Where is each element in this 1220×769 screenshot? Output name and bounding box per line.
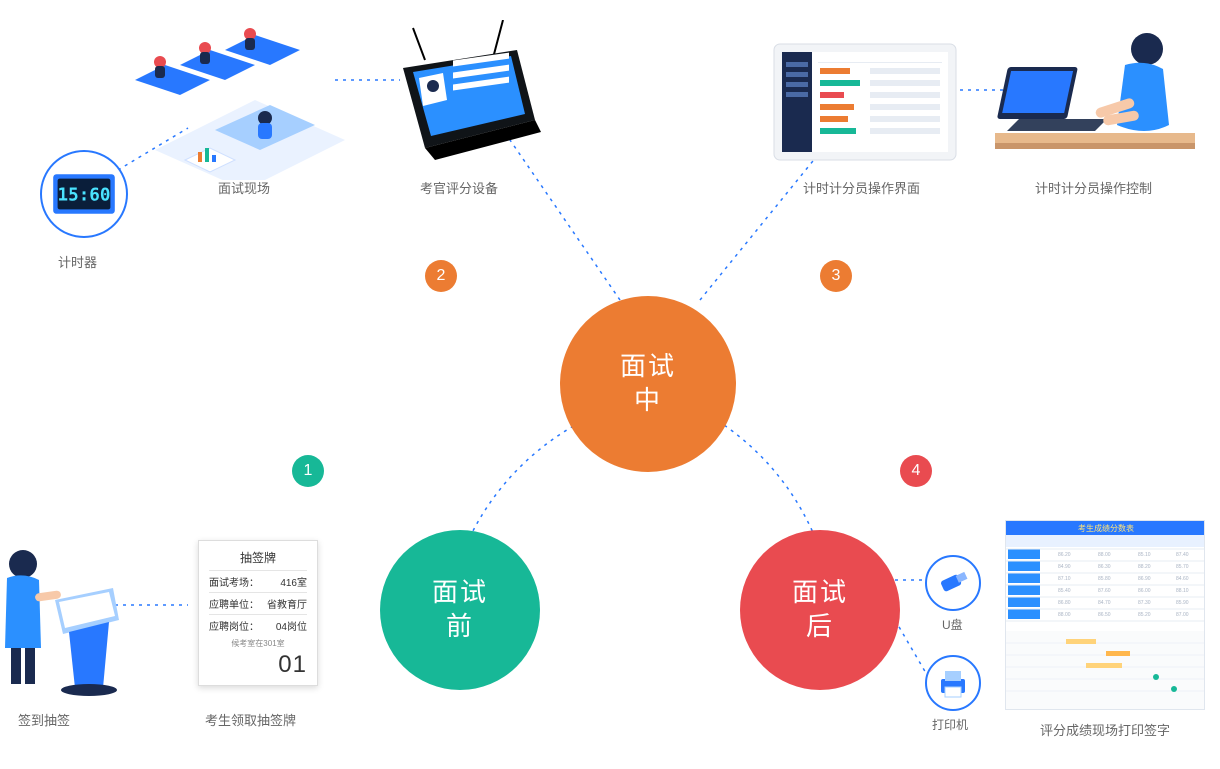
ticket-note: 候考室在301室 [209,636,307,649]
svg-text:86.00: 86.00 [1138,588,1151,594]
timer-ui-illustration [770,40,960,170]
timer-label: 计时器 [58,252,97,271]
svg-text:86.30: 86.30 [1098,564,1111,570]
score-sheet-illustration: 考生成绩分数表 86.20 88.00 85.10 87.40 84.90 86.30 8… [1005,520,1205,710]
stage-before-text: 面试 前 [432,576,488,644]
timer-control-label: 计时计分员操作控制 [1035,178,1152,197]
interview-scene-illustration [115,20,355,180]
timer-ui-label: 计时计分员操作界面 [803,178,920,197]
svg-text:考生成绩分数表: 考生成绩分数表 [1078,523,1134,533]
step-1-badge: 1 [292,455,324,487]
svg-text:87.00: 87.00 [1176,612,1189,618]
printer-label: 打印机 [932,716,968,733]
svg-text:85.70: 85.70 [1176,564,1189,570]
svg-text:88.10: 88.10 [1176,588,1189,594]
ticket-title: 抽签牌 [209,549,307,566]
examiner-device-illustration [385,20,545,160]
svg-text:87.10: 87.10 [1058,576,1071,582]
svg-text:86.90: 86.90 [1138,576,1151,582]
checkin-kiosk-illustration [0,530,125,700]
step-2-badge: 2 [425,260,457,292]
step-4-badge: 4 [900,455,932,487]
svg-text:86.80: 86.80 [1058,600,1071,606]
print-sign-label: 评分成绩现场打印签字 [1040,720,1170,739]
stage-after-circle: 面试 后 [740,530,900,690]
scene-label: 面试现场 [218,178,270,197]
ticket-number: 01 [209,649,307,679]
printer-icon [925,655,981,711]
ticket-pickup-label: 考生领取抽签牌 [205,710,296,729]
stage-after-text: 面试 后 [792,576,848,644]
svg-text:15:60: 15:60 [58,186,111,206]
svg-text:86.20: 86.20 [1058,552,1071,558]
svg-text:84.70: 84.70 [1098,600,1111,606]
examiner-device-label: 考官评分设备 [420,178,498,197]
svg-text:88.20: 88.20 [1138,564,1151,570]
svg-text:85.10: 85.10 [1138,552,1151,558]
checkin-label: 签到抽签 [18,710,70,729]
svg-text:86.50: 86.50 [1098,612,1111,618]
usb-icon [925,555,981,611]
svg-text:87.30: 87.30 [1138,600,1151,606]
svg-text:84.90: 84.90 [1058,564,1071,570]
svg-text:87.60: 87.60 [1098,588,1111,594]
stage-before-circle: 面试 前 [380,530,540,690]
step-3-badge: 3 [820,260,852,292]
timer-operator-illustration [995,15,1195,175]
stage-during-circle: 面试 中 [560,296,736,472]
lottery-ticket-card: 抽签牌 面试考场：416室 应聘单位：省教育厅 应聘岗位：04岗位 候考室在30… [198,540,318,686]
usb-label: U盘 [942,616,963,633]
stage-during-text: 面试 中 [620,350,676,418]
svg-text:85.40: 85.40 [1058,588,1071,594]
svg-text:88.00: 88.00 [1058,612,1071,618]
svg-text:88.00: 88.00 [1098,552,1111,558]
svg-text:85.20: 85.20 [1138,612,1151,618]
svg-text:85.90: 85.90 [1176,600,1189,606]
svg-text:84.60: 84.60 [1176,576,1189,582]
svg-text:85.80: 85.80 [1098,576,1111,582]
svg-text:87.40: 87.40 [1176,552,1189,558]
